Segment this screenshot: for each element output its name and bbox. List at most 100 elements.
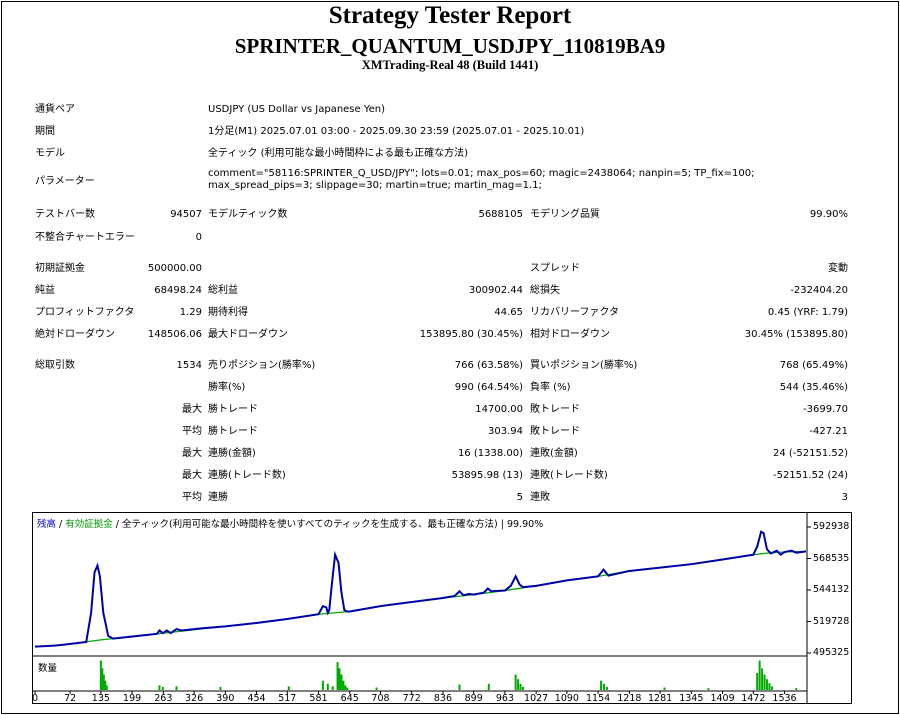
x-tick-label: 454 (247, 693, 266, 704)
max-label-3: 最大 (182, 470, 202, 481)
loss-rate-label: 負率 (%) (530, 382, 571, 393)
avg-win-label: 勝トレード (208, 426, 258, 437)
y-tick-label: 495325 (813, 647, 850, 658)
largest-win-value: 14700.00 (475, 404, 523, 415)
pair-label: 通貨ペア (35, 104, 75, 115)
avg-consec-losses-value: 3 (841, 492, 848, 503)
x-tick-label: 963 (495, 693, 514, 704)
y-tick-label: 568535 (813, 552, 850, 564)
legend-model: 全ティック(利用可能な最小時間枠を使いすべてのティックを生成する、最も正確な方法… (122, 519, 498, 530)
balance-chart: 残高 / 有効証拠金 / 全ティック(利用可能な最小時間枠を使いすべてのティック… (32, 512, 852, 704)
params-label: パラメーター (35, 176, 95, 187)
params-value: comment="58116:SPRINTER_Q_USD/JPY"; lots… (208, 168, 755, 191)
recovery-value: 0.45 (YRF: 1.79) (767, 307, 848, 318)
gross-profit-value: 300902.44 (468, 285, 523, 296)
x-tick-label: 263 (154, 693, 173, 704)
trades-value: 1534 (176, 360, 202, 371)
largest-loss-label: 敗トレード (530, 404, 580, 415)
legend-equity: 有効証拠金 (65, 519, 113, 530)
x-tick-label: 772 (402, 693, 421, 704)
bars-label: テストバー数 (35, 209, 95, 220)
ticks-value: 5688105 (478, 209, 523, 220)
x-tick-label: 1409 (710, 693, 735, 704)
chart-legend: 残高 / 有効証拠金 / 全ティック(利用可能な最小時間枠を使いすべてのティック… (37, 516, 543, 530)
net-value: 68498.24 (154, 285, 202, 296)
x-tick-label: 645 (340, 693, 359, 704)
x-tick-label: 199 (123, 693, 142, 704)
legend-separator-2: / (112, 519, 123, 530)
balance-line (34, 550, 807, 648)
legend-balance: 残高 (37, 519, 57, 530)
mismatch-value: 0 (195, 232, 202, 243)
long-value: 768 (65.49%) (779, 360, 848, 371)
period-value: 1分足(M1) 2025.07.01 03:00 - 2025.09.30 23… (208, 126, 585, 137)
x-tick-label: 0 (31, 693, 39, 704)
avg-consec-wins-value: 5 (516, 492, 523, 503)
equity-line (34, 530, 807, 648)
x-tick-label: 1472 (741, 693, 766, 704)
deposit-value: 500000.00 (147, 263, 202, 274)
legend-quality: 99.90% (507, 519, 544, 530)
gross-loss-label: 総損失 (530, 285, 560, 296)
x-tick-label: 72 (64, 693, 77, 704)
mismatch-label: 不整合チャートエラー (35, 232, 135, 243)
x-tick-label: 1536 (772, 693, 797, 704)
trades-label: 総取引数 (35, 360, 75, 371)
x-tick-label: 836 (433, 693, 453, 704)
y-tick-label: 544132 (813, 584, 850, 595)
avg-consec-losses-label: 連敗 (530, 492, 550, 503)
max-consec-loss-label: 連敗(トレード数) (530, 470, 608, 481)
recovery-label: リカバリーファクタ (530, 307, 619, 318)
pf-label: プロフィットファクタ (35, 307, 135, 318)
max-label-2: 最大 (182, 448, 202, 459)
rel-dd-label: 相対ドローダウン (530, 329, 610, 340)
win-rate-value: 990 (64.54%) (454, 382, 523, 393)
y-tick-label: 519728 (813, 615, 850, 627)
net-label: 純益 (35, 285, 55, 296)
ticks-label: モデルティック数 (208, 209, 288, 220)
spread-label: スプレッド (530, 263, 580, 274)
x-tick-label: 390 (216, 693, 235, 704)
short-label: 売りポジション(勝率%) (208, 360, 316, 371)
long-label: 買いポジション(勝率%) (530, 360, 638, 371)
quality-value: 99.90% (809, 209, 848, 220)
expected-label: 期待利得 (208, 307, 248, 318)
gross-loss-value: -232404.20 (790, 285, 848, 296)
x-tick-label: 517 (278, 693, 297, 704)
volume-label: 数量 (38, 663, 58, 674)
max-consec-wins-value: 16 (1338.00) (457, 448, 523, 459)
largest-loss-value: -3699.70 (803, 404, 848, 415)
avg-label-1: 平均 (182, 426, 202, 437)
gross-profit-label: 総利益 (208, 285, 238, 296)
deposit-label: 初期証拠金 (35, 263, 85, 274)
x-tick-label: 708 (371, 693, 390, 704)
quality-label: モデリング品質 (530, 209, 600, 220)
avg-label-2: 平均 (182, 492, 202, 503)
abs-dd-label: 絶対ドローダウン (35, 329, 115, 340)
spread-value: 変動 (828, 263, 848, 274)
max-consec-profit-label: 連勝(トレード数) (208, 470, 286, 481)
x-tick-label: 1345 (679, 693, 704, 704)
avg-loss-label: 敗トレード (530, 426, 580, 437)
win-rate-label: 勝率(%) (208, 382, 246, 393)
x-tick-label: 1090 (554, 693, 579, 704)
report-title: Strategy Tester Report (328, 2, 572, 29)
expected-value: 44.65 (494, 307, 523, 318)
model-label: モデル (35, 148, 65, 159)
x-tick-label: 1218 (617, 693, 642, 704)
max-consec-loss-value: -52151.52 (24) (772, 470, 848, 481)
chart-svg (33, 513, 811, 703)
max-dd-label: 最大ドローダウン (208, 329, 288, 340)
bars-value: 94507 (170, 209, 202, 220)
legend-separator-1: / (56, 519, 66, 530)
x-tick-label: 1027 (524, 693, 549, 704)
legend-separator-3: | (497, 519, 508, 530)
abs-dd-value: 148506.06 (147, 329, 202, 340)
max-consec-profit-value: 53895.98 (13) (451, 470, 523, 481)
largest-win-label: 勝トレード (208, 404, 258, 415)
x-tick-label: 899 (464, 693, 483, 704)
server-build: XMTrading-Real 48 (Build 1441) (361, 58, 539, 72)
avg-loss-value: -427.21 (809, 426, 848, 437)
max-consec-wins-label: 連勝(金額) (208, 448, 256, 459)
